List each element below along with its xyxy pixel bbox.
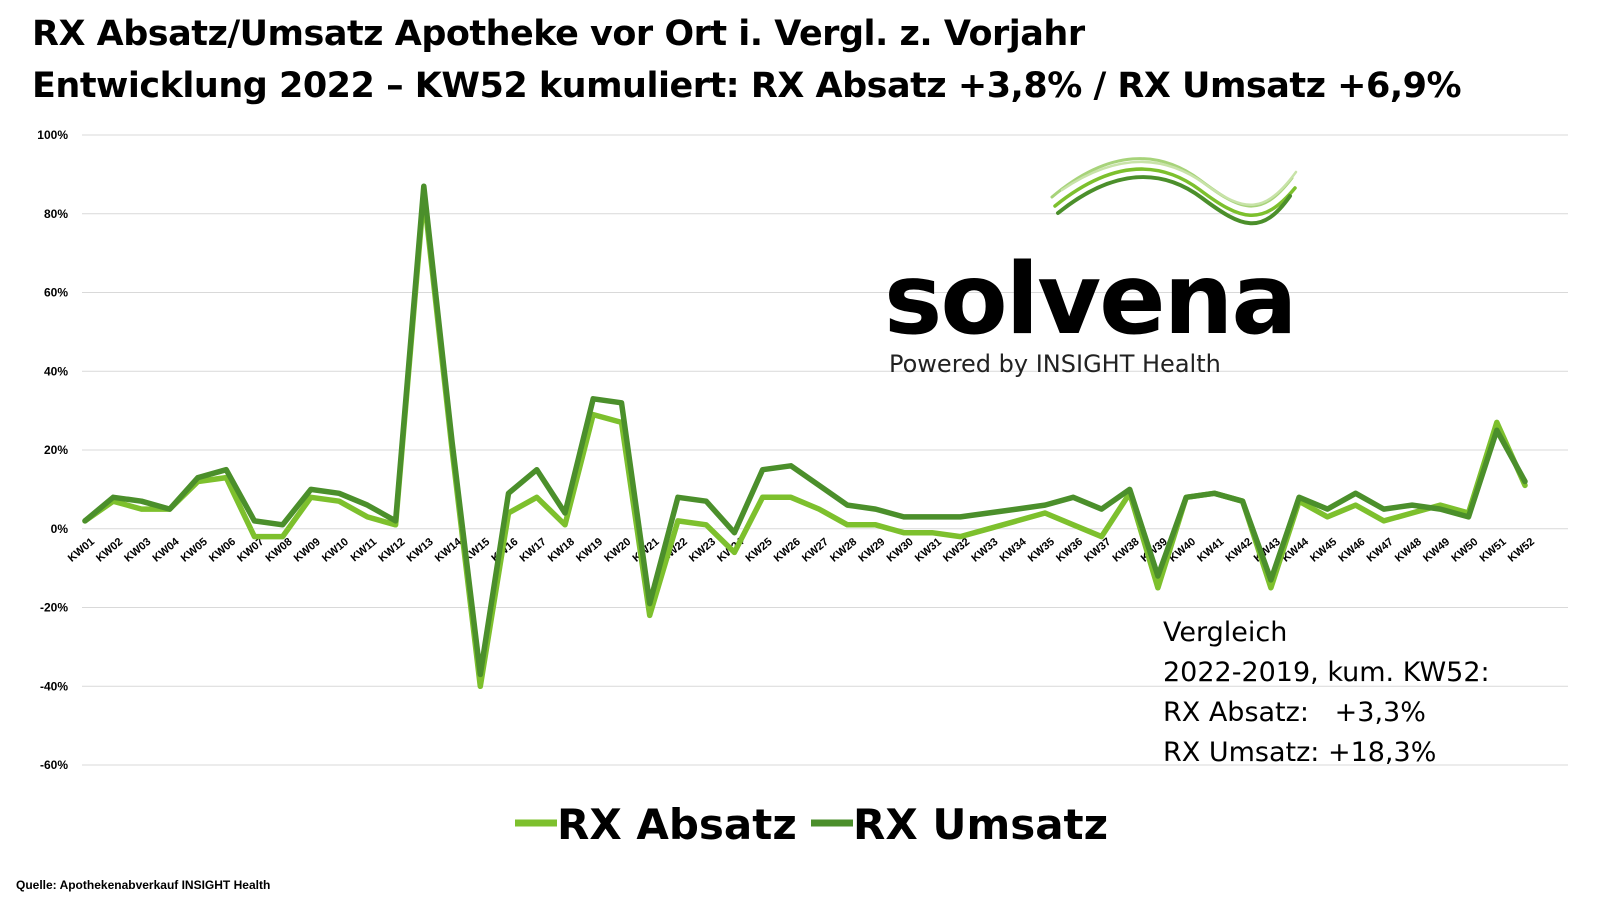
note-line-2: 2022-2019, kum. KW52: [1163, 657, 1490, 688]
x-tick-label: KW14 [433, 535, 465, 564]
logo-tagline: Powered by INSIGHT Health [889, 350, 1221, 378]
comparison-note: Vergleich 2022-2019, kum. KW52: RX Absat… [1163, 613, 1490, 773]
legend: RX Absatz RX Umsatz [515, 800, 1108, 849]
x-tick-label: KW35 [1026, 536, 1057, 565]
x-tick-label: KW52 [1506, 536, 1537, 565]
solvena-logo: solvena Powered by INSIGHT Health [884, 157, 1298, 378]
note-line-1: Vergleich [1163, 617, 1288, 648]
x-tick-label: KW30 [885, 536, 916, 565]
x-tick-label: KW50 [1449, 536, 1480, 565]
x-tick-label: KW28 [828, 536, 859, 565]
x-tick-label: KW07 [235, 536, 266, 565]
y-tick-label: 20% [44, 443, 68, 457]
x-tick-label: KW25 [743, 536, 774, 565]
legend-label-absatz: RX Absatz [557, 800, 797, 849]
x-tick-label: KW08 [263, 536, 294, 565]
series-line-rx-umsatz [82, 183, 1528, 678]
x-tick-label: KW33 [969, 536, 1000, 565]
y-tick-label: 100% [37, 128, 68, 142]
x-tick-label: KW49 [1421, 536, 1452, 565]
x-tick-label: KW18 [546, 536, 577, 565]
y-tick-label: 0% [51, 522, 69, 536]
x-tick-label: KW27 [800, 536, 831, 565]
x-tick-label: KW45 [1308, 536, 1339, 565]
x-tick-label: KW31 [913, 536, 944, 565]
x-tick-label: KW13 [405, 536, 436, 565]
note-line-3: RX Absatz: +3,3% [1163, 697, 1426, 728]
x-tick-label: KW47 [1365, 536, 1396, 565]
y-tick-label: -40% [40, 679, 68, 693]
series-lines [82, 183, 1528, 690]
x-tick-label: KW36 [1054, 536, 1085, 565]
x-tick-label: KW42 [1223, 536, 1254, 565]
x-tick-label: KW51 [1478, 536, 1509, 565]
x-tick-label: KW37 [1082, 536, 1113, 565]
x-tick-label: KW26 [772, 536, 803, 565]
x-tick-label: KW04 [151, 535, 183, 564]
x-tick-label: KW46 [1336, 536, 1367, 565]
x-tick-label: KW29 [856, 536, 887, 565]
x-axis-ticks: KW01KW02KW03KW04KW05KW06KW07KW08KW09KW10… [66, 535, 1537, 564]
x-tick-label: KW01 [66, 536, 97, 565]
wave-icon [1050, 157, 1298, 226]
note-line-4: RX Umsatz: +18,3% [1163, 737, 1437, 768]
x-tick-label: KW12 [376, 536, 407, 565]
x-tick-label: KW38 [1111, 536, 1142, 565]
chart-title: RX Absatz/Umsatz Apotheke vor Ort i. Ver… [32, 14, 1085, 54]
x-tick-label: KW20 [602, 536, 633, 565]
source-note: Quelle: Apothekenabverkauf INSIGHT Healt… [16, 878, 271, 892]
x-tick-label: KW11 [349, 536, 380, 564]
x-tick-label: KW41 [1195, 536, 1226, 565]
y-tick-label: 80% [44, 207, 68, 221]
x-tick-label: KW48 [1393, 536, 1424, 565]
x-tick-label: KW34 [998, 535, 1030, 564]
logo-name: solvena [884, 243, 1296, 357]
x-tick-label: KW09 [292, 536, 323, 565]
y-tick-label: -20% [40, 601, 68, 615]
y-tick-label: -60% [40, 758, 68, 772]
x-tick-label: KW19 [574, 536, 605, 565]
x-tick-label: KW23 [687, 536, 718, 565]
x-tick-label: KW17 [518, 536, 549, 565]
y-tick-label: 40% [44, 364, 68, 378]
x-tick-label: KW10 [320, 536, 351, 565]
x-tick-label: KW32 [941, 536, 972, 565]
chart-subtitle: Entwicklung 2022 – KW52 kumuliert: RX Ab… [32, 66, 1462, 106]
x-tick-label: KW02 [94, 536, 125, 565]
x-tick-label: KW06 [207, 536, 238, 565]
x-tick-label: KW05 [179, 536, 210, 565]
y-axis-ticks: -60% -40% -20% 0% 20% 40% 60% 80% 100% [37, 128, 68, 772]
x-tick-label: KW03 [122, 536, 153, 565]
grid-lines [82, 134, 1568, 766]
y-tick-label: 60% [44, 286, 68, 300]
legend-label-umsatz: RX Umsatz [853, 800, 1108, 849]
